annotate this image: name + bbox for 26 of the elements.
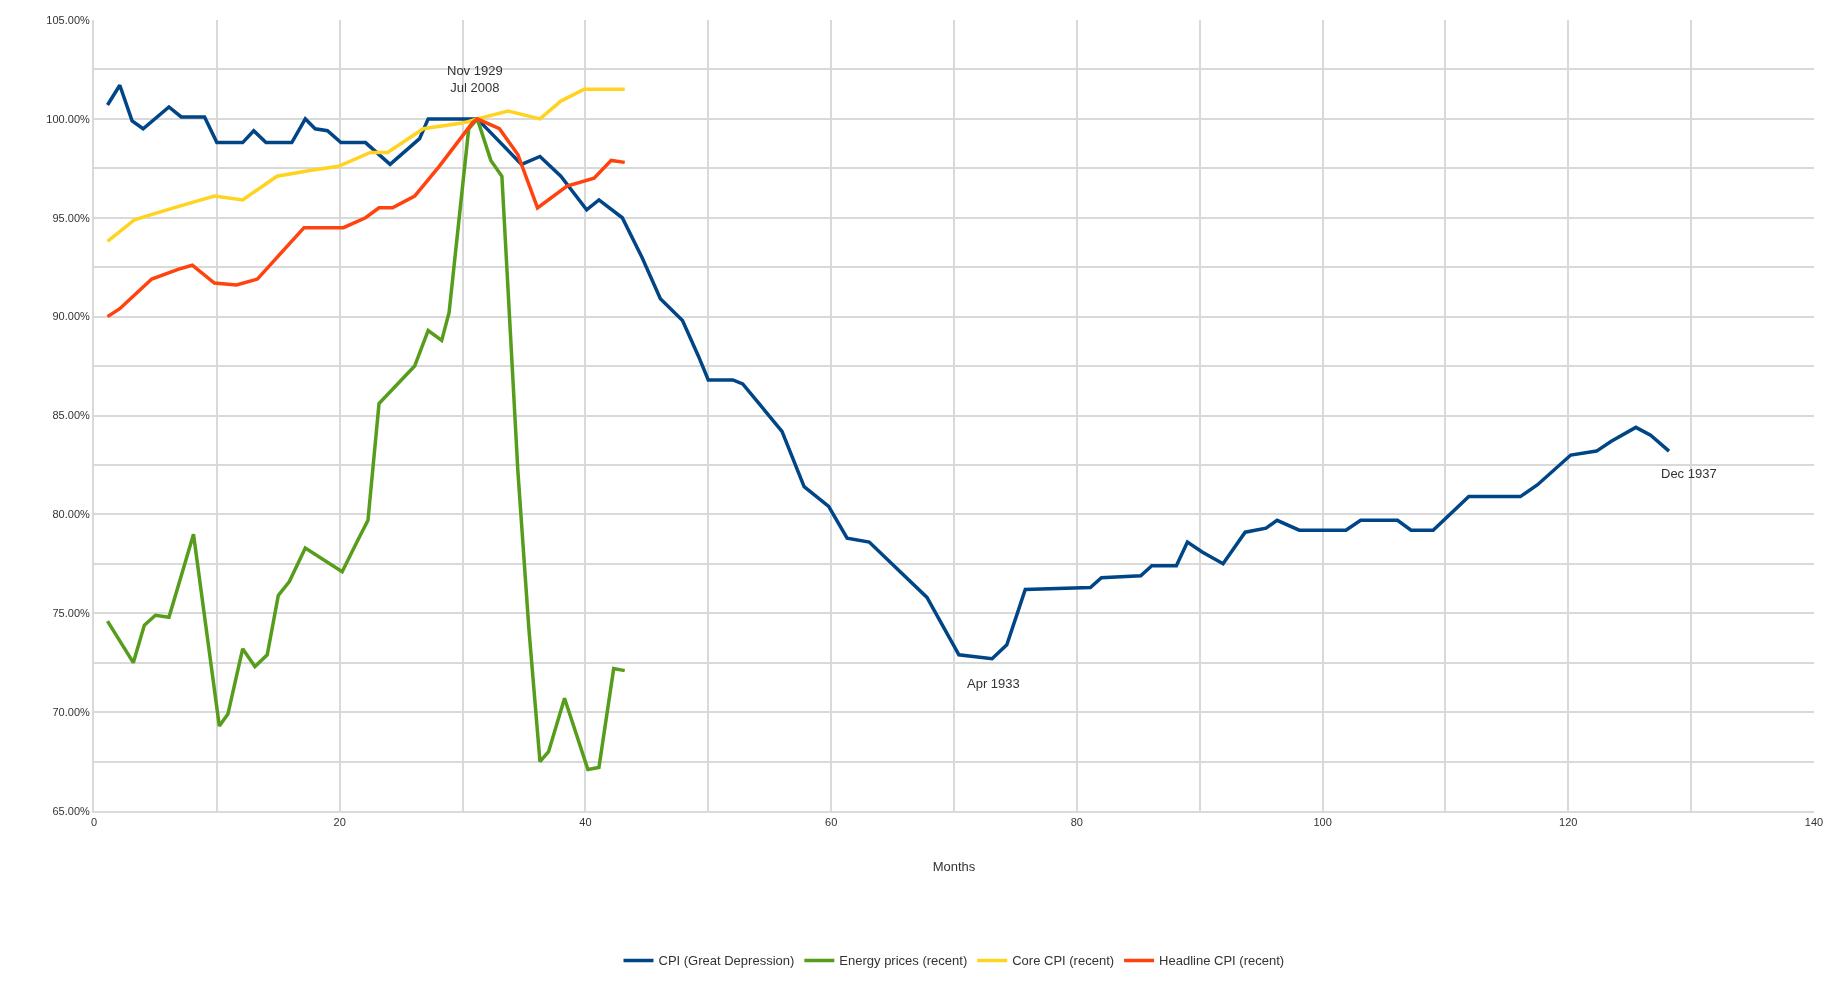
y-tick-label: 95.00%	[52, 211, 91, 224]
x-tick-label: 60	[825, 816, 838, 829]
y-tick-label: 80.00%	[52, 508, 91, 521]
x-tick-label: 80	[1070, 816, 1083, 829]
legend-label: Headline CPI (recent)	[1159, 953, 1285, 969]
annotation: Dec 1937	[1661, 466, 1717, 481]
legend-label: CPI (Great Depression)	[658, 953, 795, 969]
x-tick-label: 100	[1313, 816, 1332, 829]
y-tick-label: 105.00%	[46, 13, 91, 26]
y-tick-label: 90.00%	[52, 310, 91, 323]
x-tick-label: 20	[333, 816, 346, 829]
y-tick-label: 75.00%	[52, 607, 91, 620]
legend-label: Core CPI (recent)	[1012, 953, 1115, 969]
x-axis-title: Months	[932, 859, 976, 875]
x-tick-label: 140	[1804, 816, 1824, 829]
x-tick-label: 0	[90, 816, 98, 829]
y-tick-label: 100.00%	[46, 112, 91, 125]
x-tick-label: 40	[579, 816, 592, 829]
y-tick-label: 65.00%	[52, 804, 91, 817]
annotation: Nov 1929 Jul 2008	[447, 63, 503, 95]
y-tick-label: 85.00%	[52, 409, 91, 422]
legend-label: Energy prices (recent)	[839, 953, 968, 969]
line-series	[105, 117, 627, 319]
x-tick-label: 120	[1559, 816, 1578, 829]
annotation: Apr 1933	[967, 676, 1020, 691]
y-tick-label: 70.00%	[52, 705, 91, 718]
